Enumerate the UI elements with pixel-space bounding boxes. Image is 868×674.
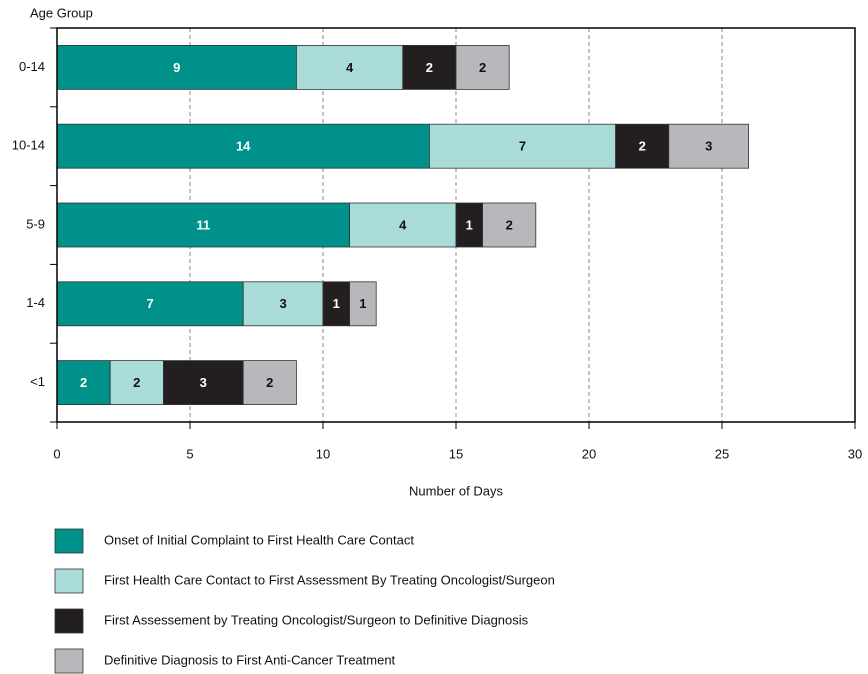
data-label: 2 [80, 375, 87, 390]
bar-segment [56, 45, 297, 90]
data-label: 2 [133, 375, 140, 390]
data-label: 3 [705, 139, 712, 154]
bar-segment [402, 45, 457, 90]
y-tick-label: 5-9 [26, 216, 45, 231]
data-label: 2 [266, 375, 273, 390]
data-label: 14 [236, 139, 251, 154]
legend-label: First Health Care Contact to First Asses… [104, 572, 555, 587]
data-label: 2 [479, 60, 486, 75]
data-label: 4 [346, 60, 354, 75]
x-tick-label: 0 [53, 446, 60, 461]
data-label: 7 [519, 139, 526, 154]
bar-segment [322, 281, 351, 327]
data-label: 2 [506, 217, 513, 232]
x-tick-label: 5 [186, 446, 193, 461]
x-axis-title: Number of Days [409, 483, 503, 498]
bar-segment [56, 360, 111, 406]
legend-swatch [54, 568, 84, 594]
y-tick-label: 1-4 [26, 295, 45, 310]
data-label: 3 [200, 375, 207, 390]
bar-segment [56, 202, 351, 248]
bar-segment [455, 45, 510, 90]
bar-segment [482, 202, 537, 248]
y-axis-title: Age Group [30, 5, 93, 20]
bar-segment [668, 123, 749, 169]
bar-segment [349, 281, 377, 327]
legend-label: First Assessement by Treating Oncologist… [104, 612, 529, 627]
x-tick-label: 20 [582, 446, 596, 461]
bar-segment [56, 281, 244, 327]
x-tick-label: 15 [449, 446, 463, 461]
data-label: 11 [196, 217, 210, 232]
legend-label: Onset of Initial Complaint to First Heal… [104, 532, 414, 547]
bar-segment [242, 360, 297, 406]
data-label: 3 [279, 296, 286, 311]
x-tick-label: 10 [316, 446, 330, 461]
data-label: 1 [333, 296, 340, 311]
legend-swatch [54, 648, 84, 674]
legend-swatch [54, 528, 84, 554]
bar-segment [242, 281, 324, 327]
data-label: 2 [639, 139, 646, 154]
data-label: 9 [173, 60, 180, 75]
bar-segment [56, 123, 430, 169]
bar-segment [428, 123, 616, 169]
y-tick-label: 10-14 [12, 138, 45, 153]
data-label: 7 [146, 296, 153, 311]
x-tick-label: 25 [715, 446, 729, 461]
bar-segment [162, 360, 244, 406]
plot-border [56, 27, 856, 423]
x-tick-label: 30 [848, 446, 862, 461]
legend-label: Definitive Diagnosis to First Anti-Cance… [104, 652, 396, 667]
y-tick-label: <1 [30, 374, 45, 389]
data-label: 4 [399, 217, 407, 232]
data-label: 2 [426, 60, 433, 75]
legend-swatch [54, 608, 84, 634]
bar-segment [295, 45, 404, 90]
data-label: 1 [466, 217, 473, 232]
data-label: 1 [359, 296, 366, 311]
y-tick-label: 0-14 [19, 59, 45, 74]
bar-segment [349, 202, 457, 248]
